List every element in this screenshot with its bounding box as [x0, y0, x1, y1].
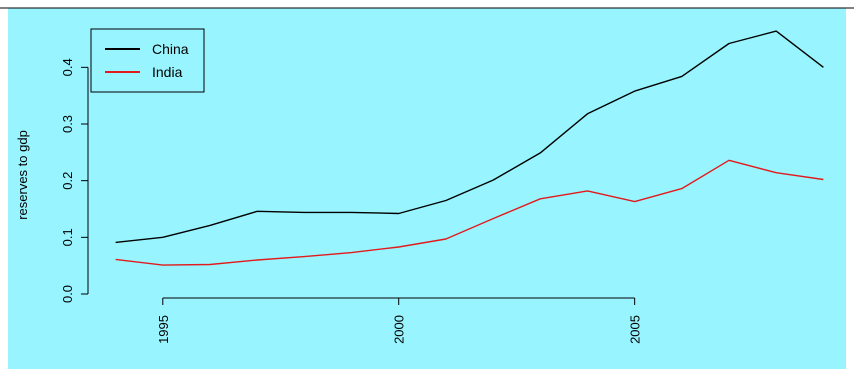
y-tick-label: 0.2 — [60, 172, 75, 190]
x-tick-label: 2005 — [628, 315, 643, 344]
y-tick-label: 0.0 — [60, 285, 75, 303]
series-line-china — [115, 30, 824, 244]
series-line-india — [115, 159, 824, 266]
legend-label-china: China — [152, 41, 189, 57]
legend-box — [90, 28, 205, 93]
plot-background — [8, 8, 846, 369]
y-axis-label: reserves to gdp — [15, 130, 30, 220]
y-tick-label: 0.1 — [60, 228, 75, 246]
x-tick-label: 1995 — [156, 315, 171, 344]
y-tick-label: 0.3 — [60, 115, 75, 133]
series-layer — [115, 30, 824, 266]
axes: 1995 2000 2005 0.0 0.1 0.2 0.3 0.4 — [60, 58, 643, 344]
x-tick-label: 2000 — [392, 315, 407, 344]
y-tick-label: 0.4 — [60, 58, 75, 76]
legend-label-india: India — [152, 64, 183, 80]
legend: China India — [90, 28, 205, 93]
